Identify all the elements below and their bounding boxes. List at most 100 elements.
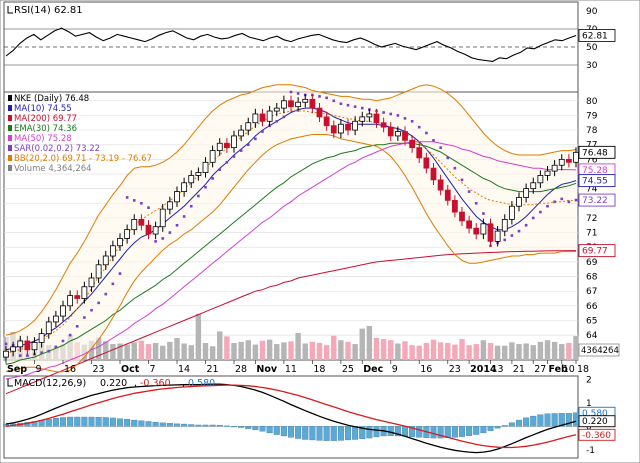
macd-histogram-bar <box>209 424 216 427</box>
x-axis-label: 21 <box>207 364 219 375</box>
sar-dot <box>567 200 571 204</box>
sar-dot <box>382 111 385 114</box>
macd-histogram-bar <box>238 426 245 428</box>
candle-body <box>45 321 52 335</box>
candle-body <box>74 295 81 299</box>
price-tag <box>578 193 616 207</box>
candle-body <box>473 227 480 235</box>
price-tick-label: 69 <box>586 258 598 268</box>
volume-bar <box>566 342 572 360</box>
sar-dot <box>510 234 514 237</box>
macd-histogram-bar <box>252 426 259 431</box>
macd-histogram-bar <box>131 419 138 427</box>
volume-bar <box>523 343 529 360</box>
x-axis-label: 28 <box>235 364 247 375</box>
candle-body <box>430 167 437 181</box>
price-legend-item: EMA(30) 74.36 <box>14 124 77 134</box>
macd-histogram-bar <box>117 418 124 427</box>
candle-body <box>81 286 88 299</box>
signal-line <box>5 384 577 449</box>
price-tag-label: 75.28 <box>582 166 608 176</box>
macd-histogram-bar <box>60 417 67 427</box>
sar-dot <box>353 105 357 108</box>
macd-histogram-bar <box>537 414 544 427</box>
macd-histogram-bar <box>124 418 131 427</box>
macd-histogram-bar <box>95 417 102 427</box>
sar-dot <box>182 215 186 218</box>
candle-body <box>223 142 230 149</box>
macd-value-tag <box>578 428 616 441</box>
sar-dot <box>396 114 400 117</box>
sar-dot <box>560 197 564 201</box>
macd-histogram-bar <box>451 426 458 438</box>
macd-histogram-bar <box>416 426 423 438</box>
sar-dot <box>417 125 421 129</box>
macd-histogram-bar <box>530 415 537 427</box>
candle-body <box>544 170 551 176</box>
candle-body <box>216 142 223 151</box>
macd-histogram-bar <box>52 418 59 427</box>
macd-histogram-bar <box>309 426 316 441</box>
price-tick-label: 67 <box>586 287 597 297</box>
rsi-legend-icon <box>7 6 13 14</box>
candle-body <box>402 131 408 141</box>
volume-bar <box>416 345 422 360</box>
sar-dot <box>239 149 243 152</box>
macd-line <box>5 383 577 454</box>
sar-dot <box>460 178 464 182</box>
price-tick-label: 77 <box>586 141 597 151</box>
macd-histogram-bar <box>45 418 52 427</box>
macd-histogram-bar <box>195 424 202 427</box>
candle-body <box>480 223 487 235</box>
volume-bar <box>209 346 216 360</box>
volume-bar <box>238 341 244 360</box>
legend-swatch <box>8 145 12 151</box>
candle-body <box>466 220 473 229</box>
sar-dot <box>83 316 86 319</box>
sar-dot <box>40 351 43 354</box>
candle-body <box>266 110 273 122</box>
candle-body <box>409 139 416 149</box>
rsi-value-tag <box>578 29 616 42</box>
candle-body <box>202 161 209 173</box>
x-axis-label: 21 <box>513 364 525 375</box>
candle-body <box>373 113 380 124</box>
sar-dot <box>118 272 122 275</box>
macd-histogram-bar <box>516 419 523 427</box>
candle-body <box>259 113 266 122</box>
sar-dot <box>553 200 556 204</box>
sar-dot <box>318 95 321 98</box>
candle-body <box>252 113 259 124</box>
x-axis-label: 16 <box>420 364 432 375</box>
sar-dot <box>446 156 450 160</box>
candle-body <box>337 123 344 134</box>
volume-bar <box>388 340 394 360</box>
volume-bar <box>288 341 294 360</box>
x-axis-label: 9 <box>36 364 42 375</box>
macd-histogram-bar <box>216 425 223 427</box>
volume-bar <box>245 340 251 360</box>
rsi-tick-label: 30 <box>586 61 598 71</box>
price-tick-label: 65 <box>586 316 597 326</box>
volume-bar <box>281 342 287 360</box>
volume-bar <box>366 325 373 360</box>
sar-dot <box>574 198 578 202</box>
macd-tick-label: -1 <box>586 446 595 456</box>
x-axis-label: 23 <box>449 364 461 375</box>
sar-dot <box>517 229 521 233</box>
macd-histogram-bar <box>573 412 580 427</box>
volume-bar <box>509 342 515 360</box>
rsi-line <box>5 27 577 62</box>
volume-bar <box>430 339 437 360</box>
macd-histogram-bar <box>437 426 444 439</box>
macd-histogram-bar <box>394 426 401 437</box>
volume-bar <box>323 345 330 360</box>
volume-bar <box>316 342 323 360</box>
x-axis-label: Feb <box>549 364 569 375</box>
candle-body <box>195 172 202 176</box>
macd-histogram-bar <box>166 423 173 427</box>
macd-value-tag-label: 0.220 <box>582 417 608 427</box>
volume-bar <box>395 343 401 360</box>
sar-dot <box>246 143 250 147</box>
